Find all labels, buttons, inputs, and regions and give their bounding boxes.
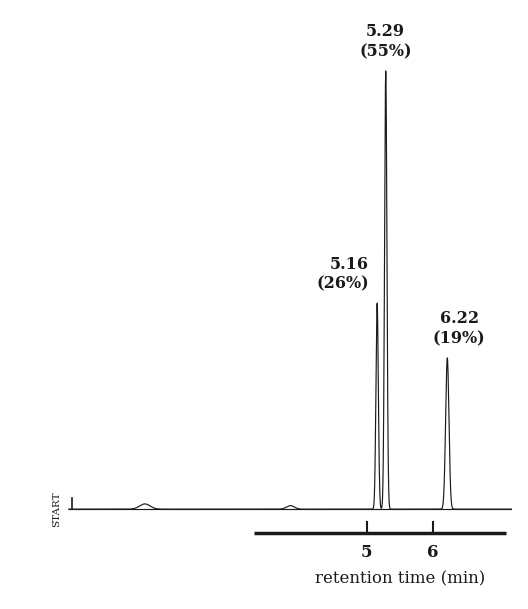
Text: 5.16
(26%): 5.16 (26%) [317,256,369,292]
Text: 5: 5 [361,544,372,561]
Text: retention time (min): retention time (min) [315,571,485,588]
Text: 6.22
(19%): 6.22 (19%) [433,311,486,347]
Text: 6: 6 [427,544,438,561]
Text: START: START [52,491,61,527]
Text: 5.29
(55%): 5.29 (55%) [360,23,412,60]
